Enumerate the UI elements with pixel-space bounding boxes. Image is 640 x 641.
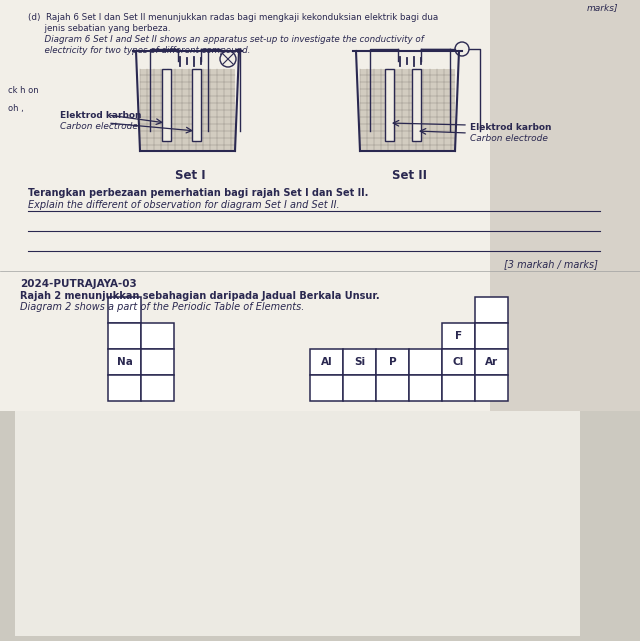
Text: Terangkan perbezaan pemerhatian bagi rajah Set I dan Set II.: Terangkan perbezaan pemerhatian bagi raj… xyxy=(28,188,369,198)
Text: Diagram 2 shows a part of the Periodic Table of Elements.: Diagram 2 shows a part of the Periodic T… xyxy=(20,302,305,312)
Bar xyxy=(475,375,508,401)
Text: Na: Na xyxy=(116,357,132,367)
Bar xyxy=(409,375,442,401)
Text: F: F xyxy=(455,331,462,341)
Bar xyxy=(192,69,201,141)
Text: Diagram 6 Set I and Set II shows an apparatus set-up to investigate the conducti: Diagram 6 Set I and Set II shows an appa… xyxy=(28,35,424,44)
Text: marks]: marks] xyxy=(586,3,618,12)
Text: Cl: Cl xyxy=(453,357,464,367)
Text: Set II: Set II xyxy=(392,169,428,182)
Text: Rajah 2 menunjukkan sebahagian daripada Jadual Berkala Unsur.: Rajah 2 menunjukkan sebahagian daripada … xyxy=(20,291,380,301)
Text: electricity for two types of different compound.: electricity for two types of different c… xyxy=(28,46,250,55)
Bar xyxy=(140,69,235,151)
Bar xyxy=(108,323,141,349)
Text: Carbon electrode: Carbon electrode xyxy=(470,134,548,143)
Text: jenis sebatian yang berbeza.: jenis sebatian yang berbeza. xyxy=(28,24,170,33)
Bar xyxy=(162,69,171,141)
Bar xyxy=(376,375,409,401)
Bar xyxy=(360,69,455,151)
Bar xyxy=(141,375,174,401)
Text: 2024-PUTRAJAYA-03: 2024-PUTRAJAYA-03 xyxy=(20,279,137,289)
Text: Carbon electrode: Carbon electrode xyxy=(60,122,138,131)
Text: Explain the different of observation for diagram Set I and Set II.: Explain the different of observation for… xyxy=(28,200,340,210)
Bar xyxy=(490,0,640,411)
Bar xyxy=(108,349,141,375)
Bar xyxy=(108,375,141,401)
Text: Al: Al xyxy=(321,357,332,367)
Bar xyxy=(310,349,343,375)
Bar xyxy=(385,69,394,141)
Bar xyxy=(475,323,508,349)
Text: P: P xyxy=(388,357,396,367)
Text: Set I: Set I xyxy=(175,169,205,182)
Bar xyxy=(108,297,141,323)
Bar xyxy=(343,349,376,375)
Bar xyxy=(475,349,508,375)
Text: Elektrod karbon: Elektrod karbon xyxy=(470,123,552,132)
Text: Ar: Ar xyxy=(485,357,498,367)
Bar xyxy=(0,411,640,641)
Bar xyxy=(475,297,508,323)
Text: Si: Si xyxy=(354,357,365,367)
Bar xyxy=(141,323,174,349)
Bar xyxy=(0,0,640,411)
Text: ck h on: ck h on xyxy=(8,86,38,95)
Bar xyxy=(15,411,580,636)
Bar xyxy=(343,375,376,401)
Text: [3 markah / marks]: [3 markah / marks] xyxy=(504,259,598,269)
Bar xyxy=(141,349,174,375)
Bar xyxy=(310,375,343,401)
Text: Elektrod karbon: Elektrod karbon xyxy=(60,111,141,120)
Bar xyxy=(409,349,442,375)
Bar xyxy=(376,349,409,375)
Bar xyxy=(442,375,475,401)
Text: oh ,: oh , xyxy=(8,104,24,113)
Bar xyxy=(412,69,421,141)
Bar xyxy=(442,349,475,375)
Text: (d)  Rajah 6 Set I dan Set II menunjukkan radas bagi mengkaji kekonduksian elekt: (d) Rajah 6 Set I dan Set II menunjukkan… xyxy=(28,13,438,22)
Bar xyxy=(442,323,475,349)
